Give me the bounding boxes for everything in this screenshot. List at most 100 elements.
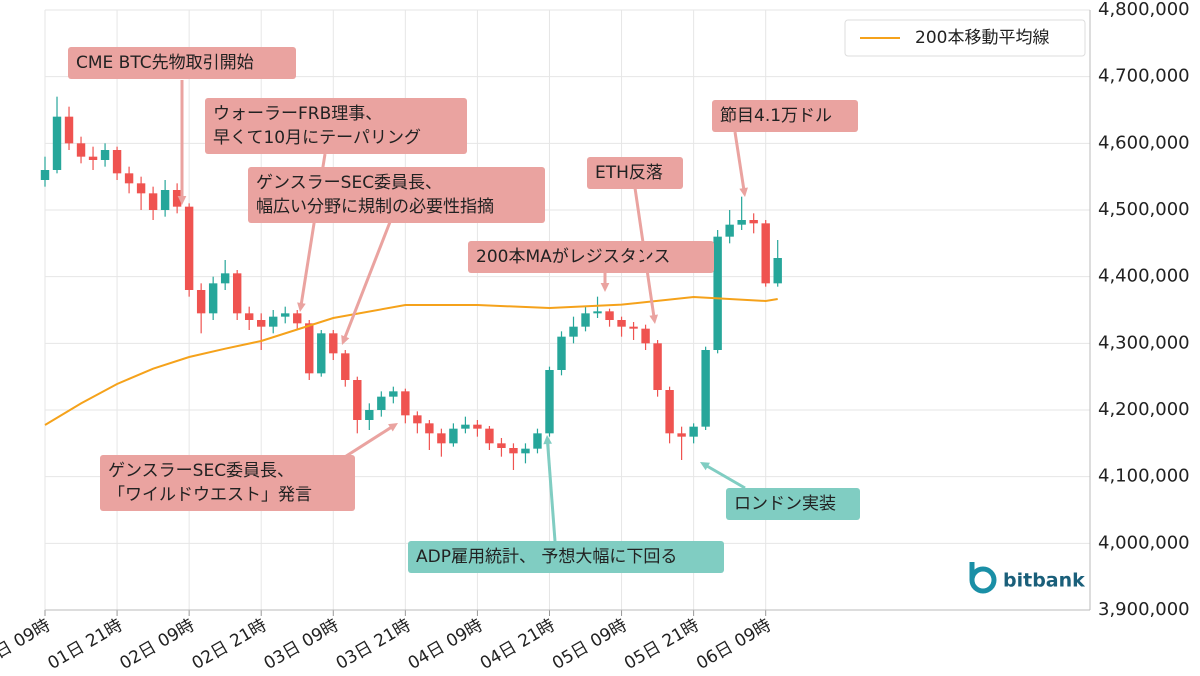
annotation: 節目4.1万ドル — [712, 100, 858, 197]
candle-body — [437, 433, 446, 444]
candle-body — [593, 311, 602, 314]
annotation-box — [408, 541, 724, 573]
annotation-arrowhead — [600, 282, 610, 292]
y-tick-label: 4,600,000 — [1098, 132, 1190, 153]
annotation-text: 「ワイルドウエスト」発言 — [108, 485, 312, 505]
candle-body — [208, 283, 218, 314]
candle-body — [365, 410, 374, 420]
candle-body — [665, 390, 674, 434]
candle-body — [172, 190, 182, 207]
annotation-text: ゲンスラーSEC委員長、 — [108, 461, 294, 481]
candle-body — [305, 323, 314, 374]
candle-body — [425, 423, 434, 434]
candle-body — [761, 223, 770, 284]
annotation-box — [68, 47, 296, 79]
candle-body — [293, 313, 302, 324]
candle-body — [461, 424, 470, 429]
annotation-box — [248, 167, 545, 223]
candle-body — [749, 220, 758, 224]
candle-body — [485, 428, 494, 444]
y-tick-label: 4,100,000 — [1098, 466, 1190, 487]
annotation-arrowhead — [543, 435, 553, 445]
candle-body — [677, 433, 686, 437]
candle-body — [220, 273, 230, 284]
annotation-box — [468, 241, 714, 273]
candle-body — [112, 150, 122, 174]
candle-body — [184, 206, 194, 290]
candle-body — [653, 343, 662, 390]
candle-body — [136, 183, 146, 194]
annotation-box — [712, 100, 858, 132]
annotation: ウォーラーFRB理事、早くて10月にテーパリング — [205, 98, 467, 312]
candle-body — [317, 333, 326, 374]
legend: 200本移動平均線 — [844, 19, 1086, 57]
candle-body — [641, 328, 650, 344]
candle-body — [581, 313, 590, 327]
annotation-box — [205, 98, 467, 154]
candle-body — [100, 150, 110, 160]
candle-body — [244, 313, 254, 320]
annotation-arrow — [343, 221, 392, 339]
y-tick-label: 4,300,000 — [1098, 332, 1190, 353]
annotation: ゲンスラーSEC委員長、幅広い分野に規制の必要性指摘 — [248, 167, 545, 345]
y-tick-label: 4,500,000 — [1098, 199, 1190, 220]
annotation: CME BTC先物取引開始 — [68, 47, 296, 205]
candle-body — [557, 336, 566, 370]
candle-body — [713, 236, 722, 350]
candle-body — [257, 320, 266, 327]
candle-body — [509, 448, 518, 454]
legend-label: 200本移動平均線 — [915, 28, 1049, 48]
annotation-arrow — [706, 464, 746, 490]
candle-body — [148, 193, 158, 210]
candle-body — [329, 333, 338, 354]
candle-body — [629, 326, 638, 329]
candle-body — [232, 273, 242, 314]
candle-body — [569, 326, 578, 337]
candle-body — [124, 173, 134, 184]
annotation-text: ウォーラーFRB理事、 — [213, 104, 382, 124]
candle-body — [76, 143, 86, 157]
annotation-arrow — [339, 426, 393, 462]
y-tick-label: 4,000,000 — [1098, 532, 1190, 553]
annotation: ロンドン実装 — [700, 462, 860, 520]
logo-text: bitbank — [1003, 570, 1085, 592]
marks — [40, 96, 782, 470]
candle-body — [281, 313, 290, 317]
y-tick-label: 4,200,000 — [1098, 399, 1190, 420]
candle-body — [449, 428, 458, 444]
annotation-arrowhead — [388, 423, 398, 432]
candle-body — [353, 380, 362, 420]
y-tick-label: 4,800,000 — [1098, 0, 1190, 20]
candle-body — [389, 391, 398, 397]
candle-body — [40, 170, 50, 180]
candle-body — [401, 391, 410, 416]
candle-body — [473, 424, 482, 429]
candle-body — [269, 316, 278, 327]
annotation-arrowhead — [739, 187, 748, 197]
y-tick-label: 3,900,000 — [1098, 599, 1190, 620]
annotation-arrow — [733, 131, 746, 190]
candle-body — [605, 311, 614, 320]
annotation-text: 幅広い分野に規制の必要性指摘 — [256, 197, 494, 217]
moving-average-line — [44, 295, 778, 426]
annotation: 200本MAがレジスタンス — [468, 241, 714, 292]
candle-body — [545, 370, 554, 434]
candle-body — [617, 320, 626, 327]
annotation-text: 節目4.1万ドル — [720, 106, 832, 126]
candle-body — [773, 258, 782, 284]
annotations: CME BTC先物取引開始ウォーラーFRB理事、早くて10月にテーパリングゲンス… — [68, 47, 860, 573]
candle-body — [196, 290, 206, 314]
annotation-text: CME BTC先物取引開始 — [76, 53, 254, 73]
candle-body — [701, 350, 710, 427]
annotation-arrowhead — [177, 195, 187, 205]
annotation-arrowhead — [341, 335, 350, 345]
candle-body — [160, 190, 170, 210]
annotation-text: 早くて10月にテーパリング — [213, 128, 421, 148]
candle-body — [497, 443, 506, 448]
annotation-text: ロンドン実装 — [734, 494, 836, 514]
candle-body — [64, 116, 74, 144]
annotation: ゲンスラーSEC委員長、「ワイルドウエスト」発言 — [100, 423, 398, 511]
annotation-arrowhead — [297, 302, 306, 312]
annotation: ETH反落 — [587, 157, 683, 324]
